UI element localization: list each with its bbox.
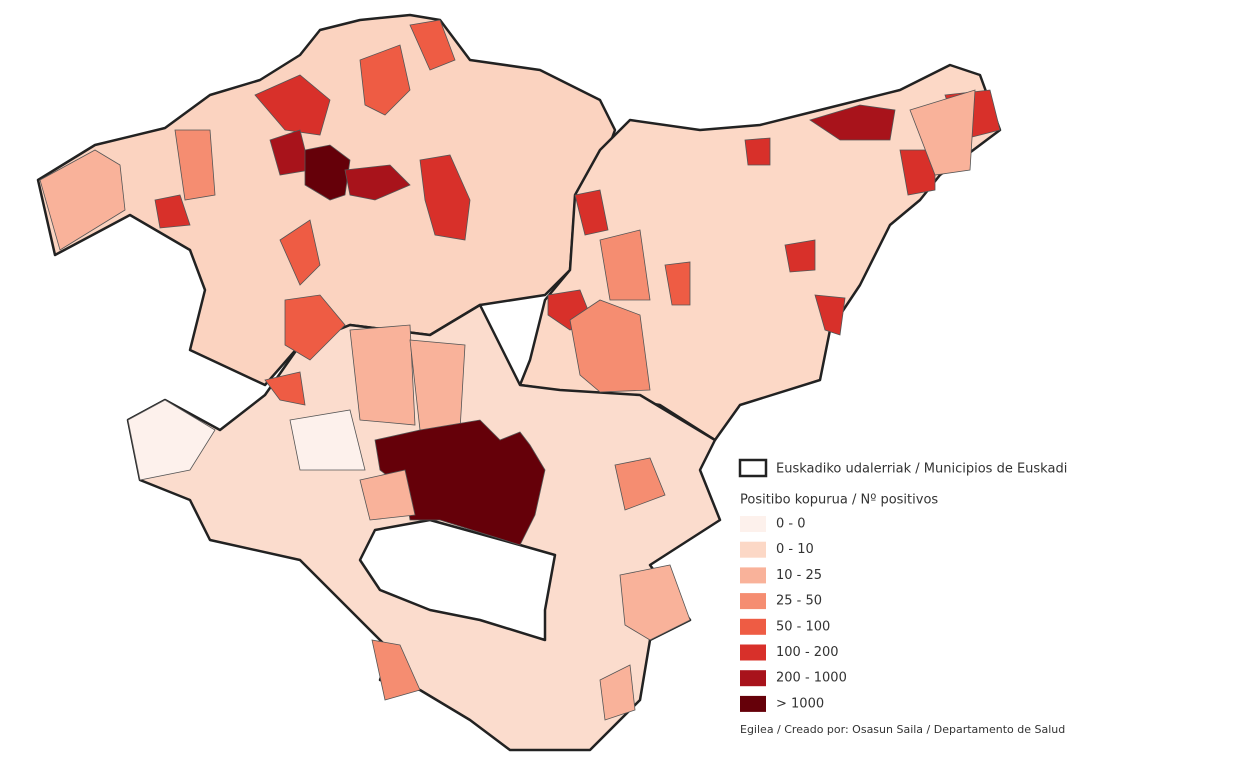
legend-label: 0 - 10 [776, 542, 814, 557]
municipality [154, 194, 191, 229]
municipality [909, 89, 976, 176]
legend-swatch [740, 516, 766, 532]
trevino-enclave [358, 518, 557, 642]
municipality [284, 294, 346, 361]
legend-label: 10 - 25 [776, 568, 822, 583]
municipality [574, 189, 609, 236]
municipality [809, 104, 896, 141]
municipality [304, 144, 351, 201]
legend-label: 200 - 1000 [776, 671, 847, 686]
legend-label: 100 - 200 [776, 645, 839, 660]
legend-title: Positibo kopurua / Nº positivos [740, 493, 938, 508]
municipality [371, 639, 421, 701]
municipality [254, 74, 331, 136]
municipality [349, 324, 416, 426]
boundary-swatch [738, 458, 768, 478]
municipality [599, 229, 651, 301]
legend-swatch [740, 644, 766, 661]
map [36, 13, 1002, 752]
legend-swatch [740, 695, 766, 712]
municipality [264, 371, 306, 406]
municipality [39, 149, 126, 251]
municipality [614, 457, 666, 511]
legend-label: 50 - 100 [776, 619, 830, 634]
municipality [344, 164, 411, 201]
legend-swatch [740, 541, 766, 558]
municipality [127, 399, 216, 481]
municipality [569, 299, 651, 393]
legend-label: 25 - 50 [776, 594, 822, 609]
municipality [359, 44, 411, 116]
municipality [359, 469, 416, 521]
legend-label: 0 - 0 [776, 517, 806, 532]
credit: Egilea / Creado por: Osasun Saila / Depa… [740, 723, 1065, 736]
municipality [409, 339, 466, 431]
municipality [899, 149, 936, 196]
legend-swatch [740, 618, 766, 635]
municipality [409, 19, 456, 71]
municipality [599, 664, 636, 721]
legend-swatch [740, 567, 766, 584]
municipality [814, 294, 846, 336]
municipality [289, 409, 366, 471]
legend-swatch [740, 670, 766, 687]
municipality [174, 129, 216, 201]
legend-classes: 0 - 0 0 - 10 10 - 25 25 - 50 50 - 100 100 - 2… [740, 516, 847, 712]
legend-label: > 1000 [776, 696, 824, 711]
municipality [784, 239, 816, 273]
legend-swatch [740, 593, 766, 610]
municipality [744, 137, 771, 166]
municipality [619, 564, 691, 641]
municipality [279, 219, 321, 286]
municipality [664, 261, 691, 306]
municipality [419, 154, 471, 241]
boundary-label: Euskadiko udalerriak / Municipios de Eus… [776, 462, 1067, 477]
